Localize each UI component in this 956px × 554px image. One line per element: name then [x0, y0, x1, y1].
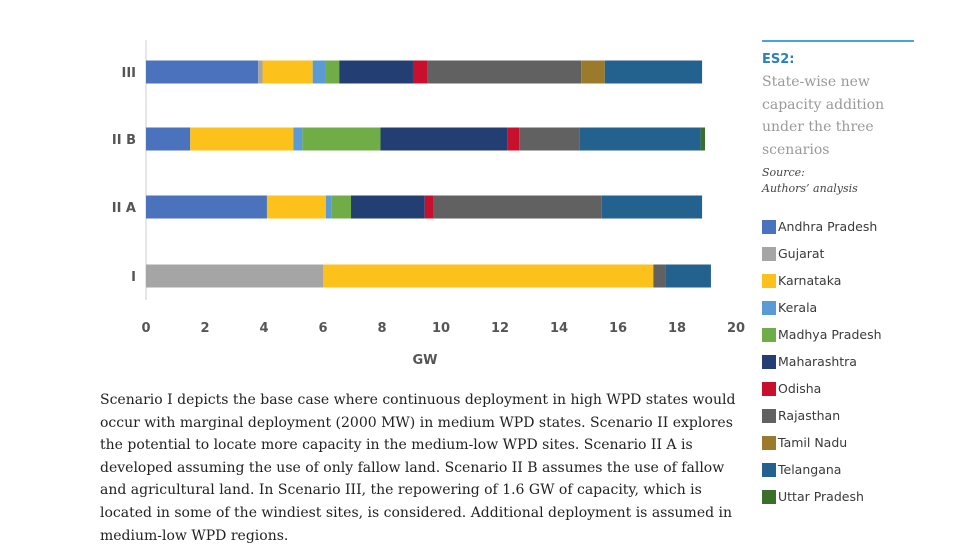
- bar-segment: [339, 60, 413, 84]
- bar-segment: [427, 60, 582, 84]
- bar-segment: [380, 127, 508, 151]
- legend-label: Tamil Nadu: [778, 435, 848, 450]
- bar-segment: [312, 60, 326, 84]
- x-tick-label: 14: [550, 321, 568, 336]
- bar-segment: [262, 60, 313, 84]
- legend-item: Karnataka: [762, 267, 942, 294]
- bar-segment: [665, 264, 711, 288]
- legend-label: Odisha: [778, 381, 822, 396]
- legend-label: Maharashtra: [778, 354, 857, 369]
- x-tick-label: 6: [318, 321, 327, 336]
- x-tick-label: 18: [668, 321, 686, 336]
- bar-segment: [302, 127, 381, 151]
- chart-sidebar: ES2: State-wise new capacity addition un…: [762, 40, 914, 197]
- legend-item: Uttar Pradesh: [762, 483, 942, 510]
- bar-segment: [146, 127, 191, 151]
- legend-swatch: [762, 381, 776, 396]
- chart-legend: Andhra Pradesh Gujarat Karnataka Kerala Madh…: [762, 213, 942, 510]
- x-tick-label: 8: [377, 321, 386, 336]
- legend-label: Andhra Pradesh: [778, 219, 878, 234]
- legend-label: Rajasthan: [778, 408, 841, 423]
- bar-segment: [351, 195, 425, 219]
- bar-segment: [146, 60, 259, 84]
- legend-item: Rajasthan: [762, 402, 942, 429]
- figure-title: ES2:: [762, 52, 795, 67]
- bar-segment: [190, 127, 294, 151]
- bar-segment: [507, 127, 520, 151]
- legend-label: Kerala: [778, 300, 818, 315]
- bar-segment: [604, 60, 703, 84]
- legend-swatch: [762, 489, 776, 504]
- legend-swatch: [762, 273, 776, 288]
- bar-segment: [700, 127, 706, 151]
- x-tick-label: 20: [727, 321, 745, 336]
- x-tick-label: 2: [200, 321, 209, 336]
- y-tick-label: III: [121, 66, 136, 81]
- legend-item: Tamil Nadu: [762, 429, 942, 456]
- legend-item: Gujarat: [762, 240, 942, 267]
- x-tick-label: 12: [491, 321, 509, 336]
- bar-segment: [412, 60, 428, 84]
- legend-label: Madhya Pradesh: [778, 327, 882, 342]
- legend-item: Maharashtra: [762, 348, 942, 375]
- legend-swatch: [762, 435, 776, 450]
- legend-swatch: [762, 300, 776, 315]
- x-tick-label: 10: [432, 321, 450, 336]
- bar-segment: [258, 60, 263, 84]
- bar-segment: [293, 127, 303, 151]
- bar-segment: [424, 195, 434, 219]
- legend-label: Gujarat: [778, 246, 825, 261]
- bar-segment: [325, 195, 332, 219]
- category-labels: III II B II A I: [112, 66, 136, 285]
- bar-segment: [601, 195, 703, 219]
- legend-item: Madhya Pradesh: [762, 321, 942, 348]
- bars-group: [146, 60, 711, 288]
- source-label: Source:: [762, 166, 805, 179]
- bar-segment: [266, 195, 326, 219]
- legend-swatch: [762, 408, 776, 423]
- x-tick-label: 16: [609, 321, 627, 336]
- bar-segment: [331, 195, 352, 219]
- sidebar-rule: [762, 40, 914, 42]
- x-tick-labels: 0 2 4 6 8 10 12 14 16 18 20: [141, 321, 745, 336]
- figure-caption: Scenario I depicts the base case where c…: [100, 392, 736, 544]
- source-text: Authors’ analysis: [762, 182, 858, 195]
- bar-segment: [323, 264, 654, 288]
- y-tick-label: II A: [112, 201, 136, 216]
- bar-segment: [581, 60, 605, 84]
- y-tick-label: II B: [112, 133, 136, 148]
- bar-segment: [325, 60, 340, 84]
- legend-swatch: [762, 354, 776, 369]
- stacked-bar-chart: III II B II A I 0 2 4 6 8 10 12 14 16 18 20 GW: [112, 40, 745, 368]
- figure-subtitle: State-wise new capacity addition under t…: [762, 74, 885, 158]
- legend-swatch: [762, 219, 776, 234]
- legend-item: Kerala: [762, 294, 942, 321]
- bar-segment: [146, 264, 323, 288]
- bar-segment: [146, 195, 267, 219]
- legend-item: Telangana: [762, 456, 942, 483]
- legend-label: Telangana: [778, 462, 842, 477]
- bar-segment: [519, 127, 580, 151]
- legend-label: Uttar Pradesh: [778, 489, 864, 504]
- legend-label: Karnataka: [778, 273, 842, 288]
- legend-item: Odisha: [762, 375, 942, 402]
- bar-segment: [653, 264, 666, 288]
- bar-segment: [579, 127, 701, 151]
- x-tick-label: 4: [259, 321, 268, 336]
- legend-swatch: [762, 462, 776, 477]
- x-axis-label: GW: [412, 353, 437, 368]
- legend-swatch: [762, 246, 776, 261]
- bar-segment: [433, 195, 602, 219]
- x-tick-label: 0: [141, 321, 150, 336]
- legend-swatch: [762, 327, 776, 342]
- y-tick-label: I: [131, 270, 136, 285]
- legend-item: Andhra Pradesh: [762, 213, 942, 240]
